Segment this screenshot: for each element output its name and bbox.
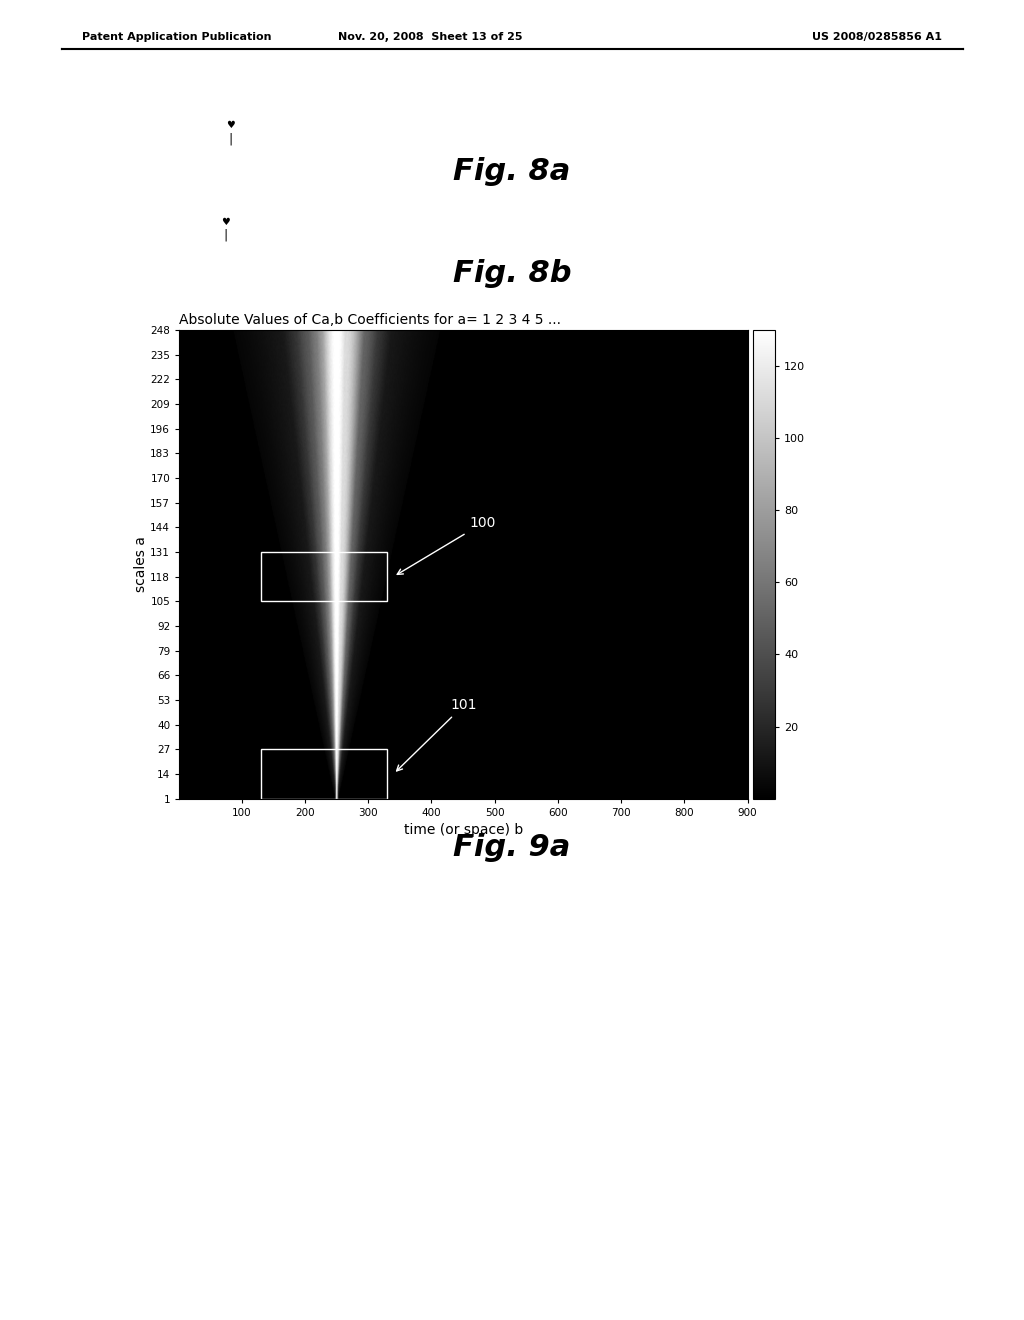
- Text: Fig. 8b: Fig. 8b: [453, 259, 571, 288]
- Text: |: |: [223, 228, 227, 242]
- Text: US 2008/0285856 A1: US 2008/0285856 A1: [812, 32, 942, 42]
- Text: Fig. 9a: Fig. 9a: [454, 833, 570, 862]
- Text: Nov. 20, 2008  Sheet 13 of 25: Nov. 20, 2008 Sheet 13 of 25: [338, 32, 522, 42]
- Text: Fig. 8a: Fig. 8a: [454, 157, 570, 186]
- Text: Absolute Values of Ca,b Coefficients for a= 1 2 3 4 5 ...: Absolute Values of Ca,b Coefficients for…: [179, 313, 561, 327]
- Text: Patent Application Publication: Patent Application Publication: [82, 32, 271, 42]
- Y-axis label: scales a: scales a: [133, 536, 147, 593]
- X-axis label: time (or space) b: time (or space) b: [403, 824, 523, 837]
- Text: ♥: ♥: [221, 216, 229, 227]
- Text: ♥: ♥: [226, 120, 234, 131]
- Bar: [261, 552, 387, 602]
- Text: |: |: [228, 132, 232, 145]
- Text: 100: 100: [397, 516, 496, 574]
- Bar: [261, 750, 387, 799]
- Text: 101: 101: [396, 698, 477, 771]
